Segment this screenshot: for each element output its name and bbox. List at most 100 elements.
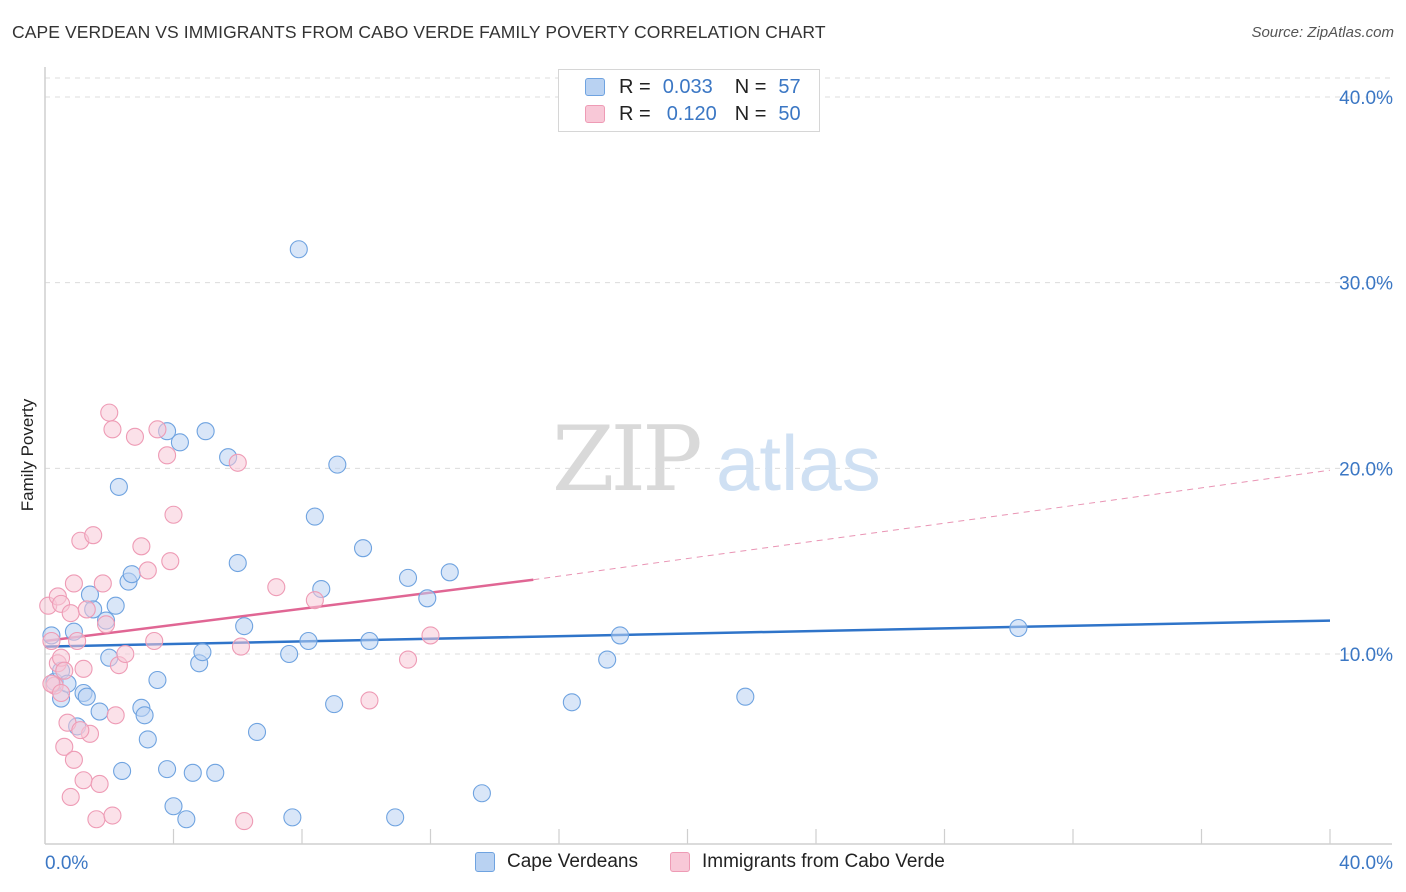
point-cape-verdean	[398, 568, 418, 587]
point-cabo-verde-immigrant	[228, 453, 247, 472]
trend-lines	[44, 469, 1331, 648]
point-cabo-verde-immigrant	[305, 591, 324, 610]
legend-row-cabo-verde: R = 0.120 N = 50	[585, 102, 801, 126]
tick-labels: 10.0% 20.0% 30.0% 40.0% 0.0% 40.0%	[45, 88, 1393, 874]
point-cape-verdean	[170, 433, 189, 452]
point-cabo-verde-immigrant	[93, 574, 112, 593]
point-cape-verdean	[77, 687, 96, 706]
point-cabo-verde-immigrant	[138, 561, 157, 580]
r-label: R =	[619, 75, 651, 98]
n-label: N =	[734, 75, 767, 98]
point-cabo-verde-immigrant	[421, 626, 440, 645]
n-value: 57	[778, 75, 801, 98]
point-cape-verdean	[289, 240, 308, 259]
point-cape-verdean	[328, 455, 347, 474]
legend-item-cabo-verde[interactable]: Immigrants from Cabo Verde	[670, 851, 945, 873]
point-cape-verdean	[196, 422, 215, 441]
point-cape-verdean	[247, 722, 267, 742]
series-legend: Cape Verdeans Immigrants from Cabo Verde	[475, 851, 977, 873]
point-cape-verdean	[598, 650, 617, 669]
point-cabo-verde-immigrant	[145, 631, 164, 651]
point-cape-verdean	[158, 760, 177, 779]
point-cape-verdean	[440, 563, 459, 582]
point-cape-verdean	[305, 507, 324, 526]
point-cape-verdean	[138, 730, 157, 749]
legend-row-cape-verdeans: R = 0.033 N = 57	[585, 75, 801, 99]
legend-item-cape-verdeans[interactable]: Cape Verdeans	[475, 851, 638, 873]
trend-line-cape-verdeans	[44, 619, 1331, 648]
point-cabo-verde-immigrant	[61, 604, 80, 623]
point-cape-verdean	[90, 702, 109, 721]
point-cabo-verde-immigrant	[106, 706, 125, 725]
point-cabo-verde-immigrant	[55, 661, 74, 680]
legend-label: Immigrants from Cabo Verde	[702, 851, 945, 872]
point-cape-verdean	[122, 565, 141, 584]
point-cape-verdean	[148, 670, 167, 690]
point-cabo-verde-immigrant	[164, 505, 183, 524]
point-cabo-verde-immigrant	[360, 691, 379, 710]
point-cape-verdean	[106, 596, 125, 615]
trend-line-cabo-verde-extension	[533, 469, 1331, 581]
point-cape-verdean	[386, 808, 405, 827]
trend-line-cabo-verde	[44, 578, 534, 643]
point-cabo-verde-immigrant	[84, 526, 103, 545]
legend-swatch-pink	[670, 852, 690, 872]
point-cape-verdean	[228, 553, 247, 573]
point-cabo-verde-immigrant	[64, 750, 83, 769]
point-cabo-verde-immigrant	[116, 644, 135, 664]
point-cabo-verde-immigrant	[55, 737, 74, 756]
point-cape-verdean	[610, 626, 630, 645]
point-cape-verdean	[562, 693, 581, 712]
point-cabo-verde-immigrant	[52, 683, 71, 703]
point-cape-verdean	[360, 631, 379, 651]
point-cape-verdean	[325, 695, 344, 714]
point-cape-verdean	[183, 763, 202, 782]
watermark: ZIP atlas	[552, 407, 881, 512]
n-label: N =	[734, 102, 767, 125]
watermark-zip: ZIP	[552, 407, 700, 512]
point-cabo-verde-immigrant	[77, 600, 96, 619]
grid-lines	[45, 77, 1392, 655]
y-tick-label: 40.0%	[1339, 88, 1393, 109]
y-tick-label: 30.0%	[1339, 274, 1393, 295]
point-cabo-verde-immigrant	[398, 650, 418, 669]
point-cape-verdean	[736, 687, 755, 706]
legend-swatch-blue	[585, 78, 605, 96]
axes	[44, 67, 1392, 845]
point-cape-verdean	[193, 643, 212, 662]
point-cape-verdean	[418, 589, 437, 608]
point-cabo-verde-immigrant	[235, 812, 254, 831]
r-label: R =	[619, 102, 651, 125]
point-cabo-verde-immigrant	[87, 810, 106, 829]
legend-label: Cape Verdeans	[507, 851, 638, 872]
x-tick-label: 40.0%	[1339, 853, 1393, 874]
legend-swatch-pink	[585, 105, 605, 123]
point-cape-verdean	[235, 617, 254, 636]
chart-source: Source: ZipAtlas.com	[1251, 24, 1394, 41]
point-cape-verdean	[353, 539, 373, 558]
x-tick-label: 0.0%	[45, 853, 88, 874]
point-cape-verdean	[109, 477, 128, 496]
point-cape-verdean	[283, 808, 302, 827]
point-cabo-verde-immigrant	[103, 420, 122, 439]
point-cabo-verde-immigrant	[231, 637, 251, 656]
r-value: 0.033	[662, 75, 713, 98]
point-cabo-verde-immigrant	[96, 615, 116, 634]
point-cabo-verde-immigrant	[103, 806, 122, 825]
y-tick-label: 20.0%	[1339, 459, 1393, 480]
point-cabo-verde-immigrant	[42, 631, 61, 651]
n-value: 50	[778, 102, 801, 125]
point-cabo-verde-immigrant	[74, 659, 93, 678]
point-cabo-verde-immigrant	[74, 771, 93, 790]
watermark-atlas: atlas	[716, 419, 881, 507]
point-cabo-verde-immigrant	[61, 787, 80, 807]
legend-swatch-blue	[475, 852, 495, 872]
point-cape-verdean	[206, 763, 225, 782]
point-cape-verdean	[1009, 618, 1028, 638]
point-cabo-verde-immigrant	[64, 574, 83, 593]
point-cape-verdean	[472, 784, 491, 803]
point-cape-verdean	[164, 797, 183, 816]
point-cape-verdean	[113, 761, 132, 781]
point-cabo-verde-immigrant	[161, 552, 180, 571]
